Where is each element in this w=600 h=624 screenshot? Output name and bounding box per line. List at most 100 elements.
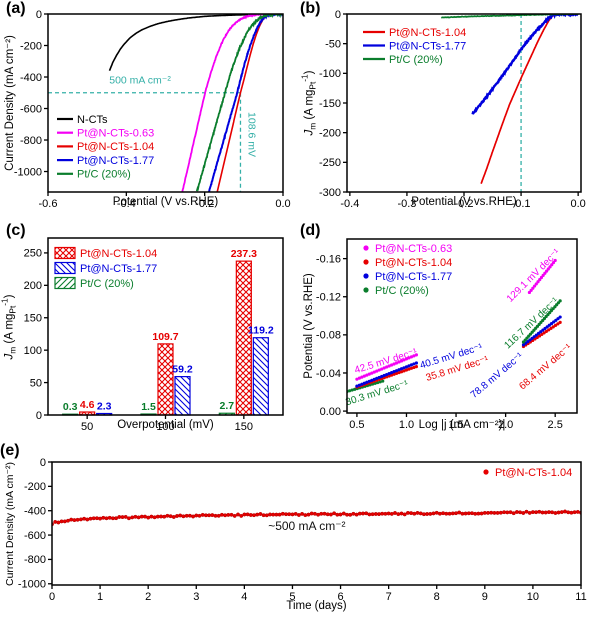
svg-text:-0.3: -0.3 xyxy=(397,198,416,210)
svg-text:-150: -150 xyxy=(319,98,341,110)
panel-e-legend: Pt@N-CTs-1.04 xyxy=(483,467,572,479)
panel-d: (d) 0.00 -0.04 -0.08 -0.12 -0.16 0.5 1.0 1.5 2.0… xyxy=(300,220,600,440)
svg-text:150: 150 xyxy=(24,313,42,325)
svg-text:9: 9 xyxy=(482,591,488,603)
svg-text:-0.6: -0.6 xyxy=(39,198,58,210)
svg-text:Pt@N-CTs-1.77: Pt@N-CTs-1.77 xyxy=(375,271,452,283)
svg-text:0.5: 0.5 xyxy=(349,419,364,431)
svg-text:Pt@N-CTs-0.63: Pt@N-CTs-0.63 xyxy=(77,128,154,140)
svg-text:119.2: 119.2 xyxy=(248,325,274,337)
svg-text:-0.04: -0.04 xyxy=(316,368,341,380)
svg-text:1: 1 xyxy=(97,591,103,603)
svg-text:6: 6 xyxy=(337,591,343,603)
svg-text:0.00: 0.00 xyxy=(320,406,341,418)
svg-text:-200: -200 xyxy=(319,127,341,139)
svg-text:7: 7 xyxy=(386,591,392,603)
svg-text:-800: -800 xyxy=(24,554,46,566)
svg-text:-0.4: -0.4 xyxy=(117,198,136,210)
svg-text:-0.08: -0.08 xyxy=(316,330,341,342)
svg-text:0: 0 xyxy=(335,9,341,21)
panel-d-yaxis-title: Potential (V vs.RHE) xyxy=(303,273,315,379)
svg-text:100: 100 xyxy=(24,345,42,357)
svg-text:-600: -600 xyxy=(24,530,46,542)
svg-text:Pt@N-CTs-0.63: Pt@N-CTs-0.63 xyxy=(375,243,452,255)
panel-e-yaxis-title: Current Density (mA cm⁻²) xyxy=(4,461,16,586)
svg-text:Pt/C (20%): Pt/C (20%) xyxy=(77,169,131,181)
svg-text:50: 50 xyxy=(30,377,42,389)
svg-text:0.0: 0.0 xyxy=(275,198,290,210)
svg-text:100: 100 xyxy=(156,421,174,433)
svg-text:0: 0 xyxy=(36,9,42,21)
panel-b-label: (b) xyxy=(300,0,321,17)
svg-text:59.2: 59.2 xyxy=(172,364,193,376)
svg-text:0.0: 0.0 xyxy=(570,198,585,210)
svg-text:200: 200 xyxy=(24,280,42,292)
panel-a: (a) 0 -200 -400 -600 -800 -1000 -0.6 -0.4 -0.2 0.… xyxy=(0,0,300,220)
svg-text:150: 150 xyxy=(235,421,253,433)
svg-text:-400: -400 xyxy=(20,72,42,84)
svg-text:1.0: 1.0 xyxy=(399,419,414,431)
svg-text:1.5: 1.5 xyxy=(141,401,156,413)
annotation: 42.5 mV dec⁻¹ xyxy=(353,347,419,377)
panel-e: (e) 0 -200 -400 -600 -800 -1000 0 1 2 3 4 5 6 7 8 9 10 11… xyxy=(0,440,600,624)
svg-text:-100: -100 xyxy=(319,68,341,80)
panel-c-yaxis-title: Jm (A mgPt-1) xyxy=(0,294,18,359)
svg-text:-0.1: -0.1 xyxy=(512,198,531,210)
annotation: 129.1 mV dec⁻¹ xyxy=(505,247,563,305)
svg-text:-1000: -1000 xyxy=(18,579,46,591)
svg-text:2.7: 2.7 xyxy=(220,400,235,412)
svg-text:2.0: 2.0 xyxy=(498,419,513,431)
svg-text:11: 11 xyxy=(575,591,586,603)
svg-text:Pt@N-CTs-1.04: Pt@N-CTs-1.04 xyxy=(375,257,452,269)
svg-text:-0.4: -0.4 xyxy=(340,198,359,210)
annotation: 108.6 mV xyxy=(246,112,258,157)
svg-text:-50: -50 xyxy=(325,38,341,50)
svg-text:109.7: 109.7 xyxy=(152,331,178,343)
svg-text:N-CTs: N-CTs xyxy=(77,114,108,126)
svg-text:0: 0 xyxy=(49,591,55,603)
svg-text:-300: -300 xyxy=(319,187,341,199)
svg-text:4.6: 4.6 xyxy=(80,399,95,411)
svg-text:-0.12: -0.12 xyxy=(316,292,341,304)
svg-text:5: 5 xyxy=(289,591,295,603)
annotation: 500 mA cm⁻² xyxy=(109,74,171,86)
svg-text:10: 10 xyxy=(527,591,539,603)
panel-a-label: (a) xyxy=(6,0,26,17)
svg-text:3: 3 xyxy=(193,591,199,603)
panel-d-label: (d) xyxy=(300,222,321,239)
panel-b-chart: 0 -50 -100 -150 -200 -250 -300-0.4 -0.3 -0.2 -0.1… xyxy=(319,9,586,210)
panel-d-xaxis-title: Log |j (mA cm⁻²)| xyxy=(418,419,506,431)
annotation: ~500 mA cm⁻² xyxy=(268,519,345,533)
svg-text:2: 2 xyxy=(145,591,151,603)
svg-text:1.5: 1.5 xyxy=(448,419,463,431)
svg-text:-1000: -1000 xyxy=(14,166,42,178)
svg-text:-200: -200 xyxy=(20,40,42,52)
panel-c-legend: Pt@N-CTs-1.04 Pt@N-CTs-1.77 Pt/C (20%) xyxy=(54,246,157,290)
panel-d-chart: 0.00 -0.04 -0.08 -0.12 -0.16 0.5 1.0 1.5 2.0 2.5 4… xyxy=(316,238,578,431)
svg-text:237.3: 237.3 xyxy=(231,248,257,260)
panel-b-series xyxy=(441,14,579,185)
svg-text:Pt@N-CTs-1.04: Pt@N-CTs-1.04 xyxy=(389,27,466,39)
svg-text:-250: -250 xyxy=(319,157,341,169)
svg-text:-0.2: -0.2 xyxy=(195,198,214,210)
panel-a-chart: 0 -200 -400 -600 -800 -1000 -0.6 -0.4 -0.2 0.0 500… xyxy=(14,9,291,210)
svg-text:Pt@N-CTs-1.04: Pt@N-CTs-1.04 xyxy=(80,248,157,260)
svg-text:4: 4 xyxy=(241,591,247,603)
panel-a-yaxis-title: Current Density (mA cm⁻²) xyxy=(4,35,16,171)
panel-c: (c) 0 50 100 150 200 250 50 100 150 0.3 1.5 2.7 4.6 1… xyxy=(0,220,300,440)
svg-text:8: 8 xyxy=(434,591,440,603)
svg-text:-0.2: -0.2 xyxy=(455,198,474,210)
svg-text:Pt@N-CTs-1.04: Pt@N-CTs-1.04 xyxy=(495,467,572,479)
svg-text:-200: -200 xyxy=(24,481,46,493)
svg-text:Pt/C (20%): Pt/C (20%) xyxy=(80,278,134,290)
panel-b-xaxis-title: Potential (V vs.RHE) xyxy=(411,196,517,208)
svg-text:2.5: 2.5 xyxy=(548,419,563,431)
svg-text:Pt@N-CTs-1.77: Pt@N-CTs-1.77 xyxy=(389,40,466,52)
panel-c-xaxis-title: Overpotential (mV) xyxy=(117,419,214,431)
panel-c-label: (c) xyxy=(6,222,26,239)
svg-text:-600: -600 xyxy=(20,103,42,115)
